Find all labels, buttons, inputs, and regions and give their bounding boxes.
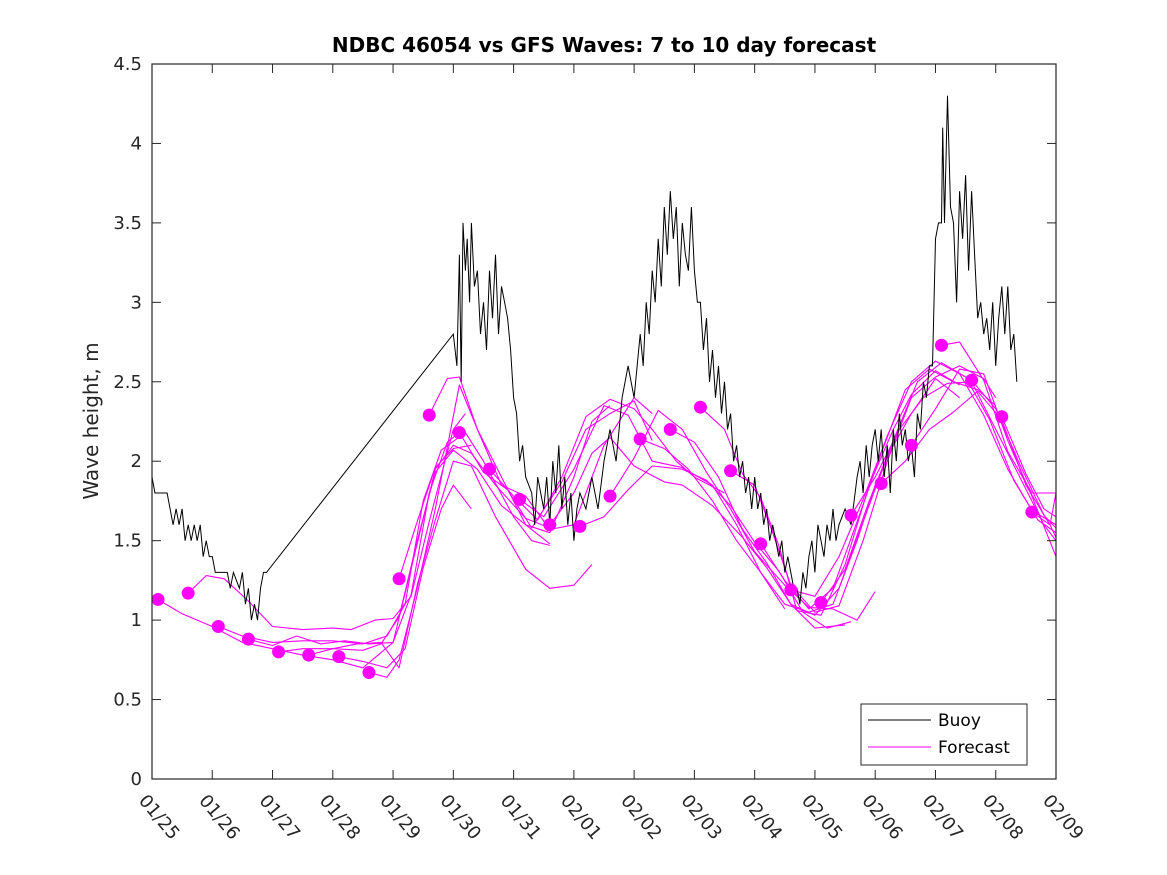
legend-label-forecast: Forecast <box>938 738 1010 758</box>
forecast-start-marker <box>693 400 707 414</box>
forecast-run-line <box>398 444 472 579</box>
y-axis-label: Wave height, m <box>79 342 103 499</box>
y-tick-label: 0.5 <box>113 690 142 711</box>
forecast-run-line <box>910 368 1056 557</box>
forecast-start-marker <box>965 373 979 387</box>
forecast-run-line <box>730 365 997 613</box>
chart-title: NDBC 46054 vs GFS Waves: 7 to 10 day for… <box>332 33 877 57</box>
forecast-run-line <box>338 484 472 669</box>
forecast-start-marker <box>272 645 286 659</box>
forecast-start-marker <box>814 596 828 610</box>
forecast-start-marker <box>392 572 406 586</box>
forecast-run-line <box>1031 492 1056 526</box>
forecast-start-marker <box>754 537 768 551</box>
forecast-run-line <box>1001 416 1056 518</box>
forecast-start-marker <box>543 518 557 532</box>
legend-label-buoy: Buoy <box>938 711 981 731</box>
forecast-start-marker <box>422 408 436 422</box>
forecast-run-line <box>971 379 1056 529</box>
forecast-start-marker <box>241 632 255 646</box>
y-tick-label: 3 <box>131 292 142 313</box>
forecast-series <box>157 341 1056 678</box>
forecast-start-marker <box>211 619 225 633</box>
forecast-run-line <box>700 370 960 616</box>
forecast-start-marker <box>633 432 647 446</box>
legend: Buoy Forecast <box>860 703 1028 766</box>
forecast-start-marker <box>995 410 1009 424</box>
forecast-start-markers <box>152 338 1039 680</box>
buoy-line <box>152 95 1018 621</box>
forecast-start-marker <box>482 462 496 476</box>
forecast-run-line <box>187 413 466 631</box>
y-axis: 0 0.5 1 1.5 2 2.5 3 3.5 4 4.5 <box>113 54 1056 790</box>
forecast-run-line <box>308 460 593 669</box>
forecast-start-marker <box>573 519 587 533</box>
y-tick-label: 4 <box>131 133 142 154</box>
y-tick-label: 2 <box>131 451 142 472</box>
y-tick-label: 1.5 <box>113 531 142 552</box>
forecast-start-marker <box>904 438 918 452</box>
forecast-start-marker <box>513 492 527 506</box>
forecast-run-line <box>850 381 1056 542</box>
y-tick-label: 3.5 <box>113 213 142 234</box>
forecast-start-marker <box>934 338 948 352</box>
legend-box <box>860 703 1028 766</box>
forecast-start-marker <box>603 489 617 503</box>
forecast-start-marker <box>452 426 466 440</box>
forecast-start-marker <box>152 592 165 606</box>
forecast-start-marker <box>663 422 677 436</box>
forecast-start-marker <box>844 508 858 522</box>
axes-frame <box>151 63 1057 780</box>
forecast-start-marker <box>784 583 798 597</box>
forecast-start-marker <box>724 464 738 478</box>
y-tick-label: 1 <box>131 610 142 631</box>
forecast-start-marker <box>332 650 346 664</box>
y-tick-label: 0 <box>131 769 142 790</box>
forecast-run-line <box>820 362 1056 603</box>
forecast-run-line <box>579 465 852 629</box>
forecast-run-line <box>428 376 653 531</box>
forecast-start-marker <box>362 666 376 680</box>
forecast-start-marker <box>1025 505 1039 519</box>
buoy-series <box>152 95 1018 621</box>
forecast-start-marker <box>302 648 316 662</box>
y-tick-label: 2.5 <box>113 372 142 393</box>
y-tick-label: 4.5 <box>113 54 142 75</box>
forecast-run-line <box>489 398 725 521</box>
forecast-start-marker <box>874 476 888 490</box>
forecast-start-marker <box>181 586 195 600</box>
